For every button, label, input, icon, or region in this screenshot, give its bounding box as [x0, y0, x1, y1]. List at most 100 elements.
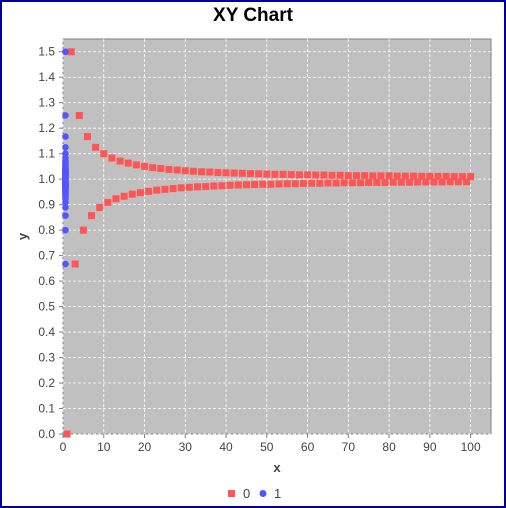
series-0-point: [141, 162, 149, 170]
series-0-point: [357, 179, 365, 187]
series-0-point: [316, 179, 324, 187]
series-0-point: [234, 181, 242, 189]
series-1-point: [62, 212, 69, 219]
y-tick-label: 0.3: [38, 351, 55, 365]
series-0-point: [206, 168, 214, 176]
series-0-point: [263, 170, 271, 178]
series-0-point: [454, 178, 462, 186]
series-1-point: [62, 48, 69, 56]
legend-label-1: 1: [274, 486, 281, 501]
y-tick-label: 1.3: [38, 96, 55, 110]
y-tick-label: 0.0: [38, 427, 55, 441]
series-0-point: [450, 173, 458, 181]
series-0-point: [226, 181, 234, 189]
y-tick-label: 0.7: [38, 249, 55, 263]
series-0-point: [96, 203, 104, 211]
y-tick-label: 1.2: [38, 121, 55, 135]
series-0-point: [414, 178, 422, 186]
series-0-point: [271, 170, 279, 178]
series-0-point: [275, 180, 283, 188]
series-0-point: [389, 178, 397, 186]
series-0-point: [267, 180, 275, 188]
series-0-point: [381, 178, 389, 186]
series-0-point: [83, 133, 91, 141]
x-tick-label: 10: [97, 440, 111, 454]
y-tick-label: 1.1: [38, 147, 55, 161]
series-0-point: [438, 178, 446, 186]
series-0-point: [71, 260, 79, 268]
x-tick-label: 50: [260, 440, 274, 454]
series-0-point: [153, 186, 161, 194]
series-0-point: [393, 172, 401, 180]
series-0-point: [344, 172, 352, 180]
series-0-point: [173, 166, 181, 174]
series-0-point: [222, 169, 230, 177]
series-0-point: [442, 172, 450, 180]
series-0-point: [299, 179, 307, 187]
series-0-point: [132, 161, 140, 169]
series-0-point: [324, 179, 332, 187]
series-0-point: [422, 178, 430, 186]
series-0-point: [320, 171, 328, 179]
series-0-point: [157, 164, 165, 172]
series-0-point: [332, 179, 340, 187]
series-0-point: [295, 171, 303, 179]
series-0-point: [352, 172, 360, 180]
series-0-point: [397, 178, 405, 186]
series-1-point: [62, 144, 69, 151]
legend-marker-1: [259, 490, 267, 497]
series-0-point: [348, 179, 356, 187]
series-0-point: [92, 143, 100, 151]
series-0-point: [255, 170, 263, 178]
x-tick-label: 60: [301, 440, 315, 454]
series-0-point: [458, 173, 466, 181]
y-tick-label: 0.4: [38, 325, 55, 339]
series-0-point: [446, 178, 454, 186]
series-0-point: [242, 181, 250, 189]
series-0-point: [251, 181, 259, 189]
y-tick-label: 0.5: [38, 300, 55, 314]
series-0-point: [185, 183, 193, 191]
y-tick-label: 0.9: [38, 198, 55, 212]
series-0-point: [67, 48, 75, 56]
series-0-point: [145, 187, 153, 195]
series-0-point: [161, 185, 169, 193]
series-1-point: [62, 112, 69, 119]
grid-lines: [62, 39, 491, 435]
series-0-point: [149, 164, 157, 172]
series-0-point: [116, 157, 124, 165]
series-0-point: [202, 183, 210, 191]
series-0-point: [385, 172, 393, 180]
data-series: [62, 48, 475, 438]
x-tick-label: 30: [179, 440, 193, 454]
series-0-point: [79, 226, 87, 234]
series-0-point: [418, 172, 426, 180]
series-0-point: [405, 178, 413, 186]
series-0-point: [230, 169, 238, 177]
y-tick-label: 0.6: [38, 274, 55, 288]
series-0-point: [112, 195, 120, 203]
series-0-point: [434, 172, 442, 180]
x-tick-label: 20: [138, 440, 152, 454]
series-0-point: [104, 198, 112, 206]
series-1-point: [62, 133, 69, 140]
series-0-point: [120, 192, 128, 200]
series-0-point: [210, 182, 218, 190]
series-0-point: [136, 189, 144, 197]
series-0-point: [373, 178, 381, 186]
x-tick-label: 80: [382, 440, 396, 454]
series-0-point: [377, 172, 385, 180]
series-1-point: [62, 175, 69, 183]
series-1-point: [62, 204, 69, 211]
series-0-point: [189, 167, 197, 175]
y-axis-label: y: [15, 232, 30, 240]
x-tick-label: 90: [423, 440, 437, 454]
plot-area: [62, 38, 492, 435]
series-0-point: [177, 184, 185, 192]
series-0-point: [291, 180, 299, 188]
series-1-point: [62, 260, 69, 268]
series-0-point: [283, 180, 291, 188]
series-0-point: [198, 168, 206, 176]
